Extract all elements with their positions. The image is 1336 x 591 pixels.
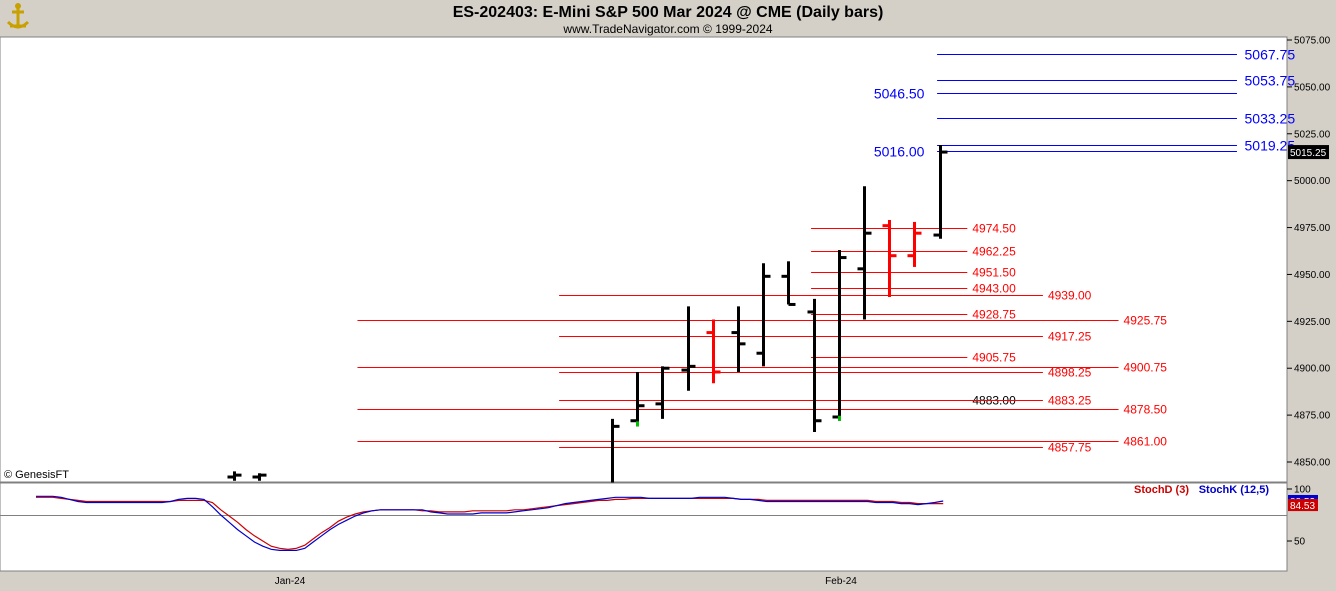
level-label: 4951.50 [972, 266, 1016, 280]
level-label: 4943.00 [972, 282, 1016, 296]
stoch-lines [36, 495, 944, 552]
price-tick-label: 4875.00 [1294, 411, 1331, 422]
level-label: 4962.25 [972, 245, 1016, 259]
date-label: Feb-24 [825, 576, 857, 587]
level-label: 5016.00 [874, 144, 925, 160]
stoch-d-line [36, 496, 944, 550]
ohlc-bars [227, 145, 948, 487]
level-label: 5053.75 [1245, 73, 1296, 89]
level-label: 4857.75 [1048, 441, 1092, 455]
price-axis: 4850.00 4875.00 4900.00 4925.00 4950.00 4975.… [1287, 36, 1331, 469]
price-tick-label: 4975.00 [1294, 223, 1331, 234]
last-price-tag: 5015.25 [1288, 145, 1329, 160]
chart-subtitle: www.TradeNavigator.com © 1999-2024 [562, 22, 772, 36]
last-price-box [1288, 145, 1329, 160]
level-label: 4883.25 [1048, 394, 1092, 408]
stoch-value-label: 84.53 [1290, 501, 1315, 512]
level-label: 4905.75 [972, 351, 1016, 365]
stoch-legend: StochD (3) StochK (12,5) [1134, 484, 1269, 496]
stoch-panel [0, 482, 1288, 572]
chart-title: ES-202403: E-Mini S&P 500 Mar 2024 @ CME… [453, 4, 884, 21]
stoch-axis: 100 50 [0, 485, 1311, 548]
stoch-tick-label: 50 [1294, 537, 1306, 548]
logo-icon [3, 2, 33, 34]
level-label: 4917.25 [1048, 330, 1092, 344]
price-tick-label: 5025.00 [1294, 129, 1331, 140]
level-lines: 5067.75 5053.75 5046.50 5033.25 5019.25 5016.… [357, 47, 1295, 455]
stoch-k-line [36, 495, 944, 552]
date-axis: Jan-24 Feb-24 [275, 576, 858, 587]
date-label: Jan-24 [275, 576, 306, 587]
price-tick-label: 5050.00 [1294, 82, 1331, 93]
level-label: 4939.00 [1048, 289, 1092, 303]
price-tick-label: 4850.00 [1294, 458, 1331, 469]
level-label: 5067.75 [1245, 47, 1296, 63]
level-label: 4900.75 [1124, 361, 1168, 375]
price-tick-label: 5000.00 [1294, 176, 1331, 187]
watermark: © GenesisFT [4, 469, 69, 481]
level-label: 5046.50 [874, 86, 925, 102]
level-label: 4878.50 [1124, 403, 1168, 417]
level-label: 4925.75 [1124, 314, 1168, 328]
level-label: 4974.50 [972, 222, 1016, 236]
price-tick-label: 5075.00 [1294, 36, 1331, 47]
price-tick-label: 4900.00 [1294, 364, 1331, 375]
price-tick-label: 4925.00 [1294, 317, 1331, 328]
level-label: 5033.25 [1245, 111, 1296, 127]
last-price-label: 5015.25 [1290, 148, 1327, 159]
stoch-tick-label: 100 [1294, 485, 1311, 496]
level-label: 4898.25 [1048, 366, 1092, 380]
legend-entry: StochD (3) [1134, 484, 1189, 496]
stoch-value-box [1288, 499, 1318, 512]
level-label: 4928.75 [972, 308, 1016, 322]
stoch-last-value-tags: 88.5384.53 [1288, 494, 1318, 512]
level-label: 5019.25 [1245, 138, 1296, 154]
price-panel [0, 36, 1288, 483]
price-tick-label: 4950.00 [1294, 270, 1331, 281]
level-label: 4861.00 [1124, 435, 1168, 449]
legend-entry: StochK (12,5) [1199, 484, 1270, 496]
